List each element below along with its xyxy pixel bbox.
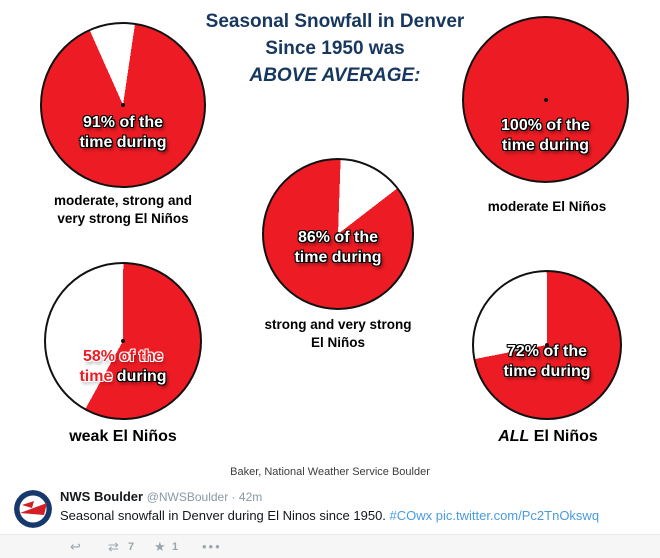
credit-line: Baker, National Weather Service Boulder xyxy=(230,466,430,478)
tweet-text: Seasonal snowfall in Denver during El Ni… xyxy=(60,508,599,523)
pie-label-line2-red: time xyxy=(79,368,113,386)
pie-chart-all: 72% of the time during xyxy=(472,270,622,420)
caption-line1: weak El Niños xyxy=(69,428,177,445)
pie-center-dot xyxy=(336,232,340,236)
tweet-header: NWS Boulder @NWSBoulder · 42m xyxy=(60,489,262,504)
pie-label-line2: time during xyxy=(501,136,590,154)
pie-label-line1: 91% of the xyxy=(82,114,163,132)
pie-chart-weak: 58% of the time during xyxy=(44,262,202,420)
pie-label-line1: 100% of the xyxy=(501,116,590,134)
reply-icon[interactable]: ↩ xyxy=(70,539,81,554)
hashtag-link[interactable]: #COwx xyxy=(389,508,433,523)
pie-label-line1: 86% of the xyxy=(297,229,378,247)
pie-caption-strong-verystrong: strong and very strong El Niños xyxy=(240,316,436,352)
title-line-2: Since 1950 was xyxy=(265,38,405,59)
favorite-count: 1 xyxy=(172,541,179,553)
pie-label-line1: 72% of the xyxy=(506,343,587,361)
pie-center-dot xyxy=(545,343,549,347)
infographic-title: Seasonal Snowfall in Denver Since 1950 w… xyxy=(130,8,540,89)
pie-value-label: 91% of the time during xyxy=(42,113,204,153)
pie-label-line2: time during xyxy=(79,134,167,152)
retweet-icon[interactable]: ⇄ xyxy=(108,539,119,554)
nws-logo-avatar[interactable] xyxy=(14,490,52,528)
pie-label-line2: time during xyxy=(503,363,591,381)
pie-chart-strong-verystrong: 86% of the time during xyxy=(262,158,414,310)
tweet-block: NWS Boulder @NWSBoulder · 42m Seasonal s… xyxy=(0,486,660,534)
pie-label-line2-white: during xyxy=(112,368,167,386)
more-options-icon[interactable]: ••• xyxy=(202,539,222,554)
pic-link[interactable]: pic.twitter.com/Pc2TnOkswq xyxy=(435,508,600,523)
pie-value-label: 86% of the time during xyxy=(264,228,412,268)
caption-line1: moderate, strong and xyxy=(53,193,193,208)
pie-caption-moderate: moderate El Niños xyxy=(460,198,634,216)
pie-value-label: 100% of the time during xyxy=(464,116,627,156)
pie-caption-moderate-strong-verystrong: moderate, strong and very strong El Niño… xyxy=(10,192,236,228)
caption-italic-part: ALL xyxy=(498,428,530,445)
tweet-author[interactable]: NWS Boulder xyxy=(60,489,144,504)
pie-label-line1: 58% of the xyxy=(82,348,163,366)
pie-center-dot xyxy=(121,103,125,107)
pie-value-label: 72% of the time during xyxy=(474,342,620,382)
caption-line2: El Niños xyxy=(310,335,365,351)
pie-label-line2: time during xyxy=(46,367,200,387)
tweet-action-bar: ↩ ⇄ 7 ★ 1 ••• xyxy=(0,534,660,558)
tweet-text-plain: Seasonal snowfall in Denver during El Ni… xyxy=(60,508,390,523)
caption-line1: moderate El Niños xyxy=(487,199,607,214)
caption-rest-part: El Niños xyxy=(529,428,598,445)
favorite-star-icon[interactable]: ★ xyxy=(154,539,166,554)
pie-label-line2: time during xyxy=(294,249,382,267)
pie-value-label: 58% of the time during xyxy=(46,347,200,387)
pie-chart-moderate: 100% of the time during xyxy=(462,16,629,183)
title-line-1: Seasonal Snowfall in Denver xyxy=(205,11,465,32)
caption-line1: strong and very strong xyxy=(264,317,412,332)
caption-line2: very strong El Niños xyxy=(57,211,189,227)
pie-caption-weak: weak El Niños xyxy=(30,426,216,448)
pie-center-dot xyxy=(121,339,125,343)
pie-caption-all: ALL El Niños xyxy=(460,426,636,448)
nws-logo-icon xyxy=(14,490,52,528)
title-line-3: ABOVE AVERAGE: xyxy=(249,65,421,86)
pie-chart-moderate-strong-verystrong: 91% of the time during xyxy=(40,22,206,188)
pie-center-dot xyxy=(543,97,548,102)
tweet-handle-timestamp: @NWSBoulder · 42m xyxy=(146,490,263,504)
retweet-count: 7 xyxy=(128,541,135,553)
